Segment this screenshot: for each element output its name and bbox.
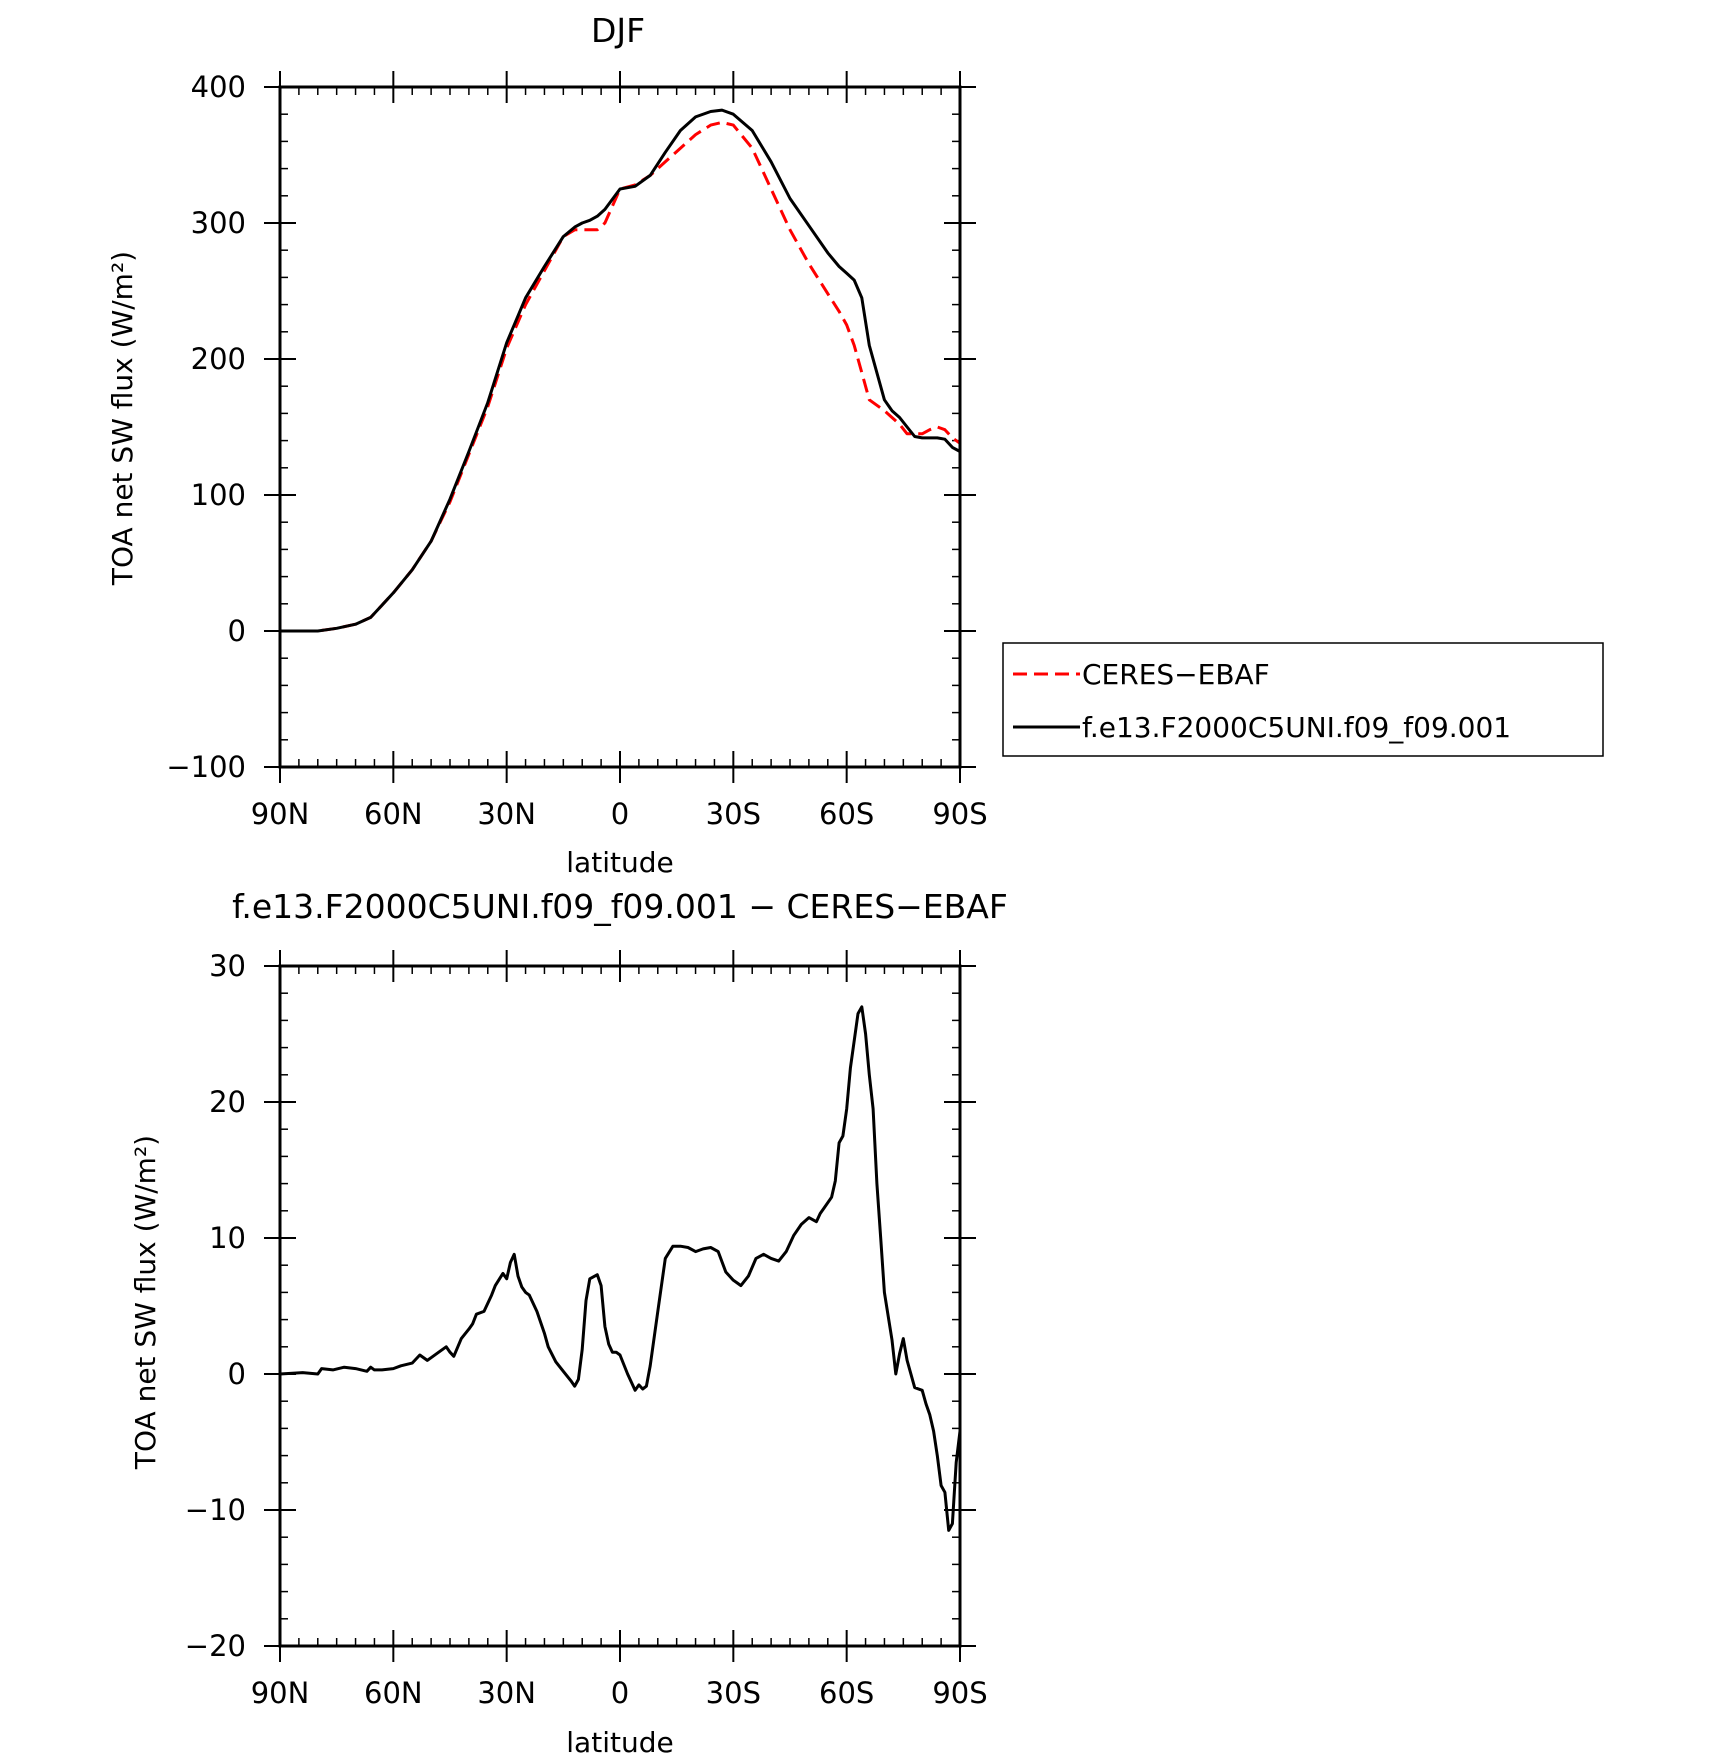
bottom-panel-series xyxy=(279,1005,962,1532)
top-panel-frame xyxy=(278,85,962,769)
top-ytick-label: 300 xyxy=(191,206,246,240)
legend-label-model: f.e13.F2000C5UNI.f09_f09.001 xyxy=(1082,711,1511,744)
top-panel-ticks: 90N 60N 30N 0 30S 60S 90S −100 0 100 200 300 400 xyxy=(166,70,987,831)
bottom-ytick-label: 30 xyxy=(209,949,246,983)
bottom-panel-ylabel: TOA net SW flux (W/m²) xyxy=(129,1135,162,1470)
legend-label-ceres: CERES−EBAF xyxy=(1082,658,1270,691)
bottom-ytick-label: −10 xyxy=(185,1493,246,1527)
top-xtick-label: 90N xyxy=(251,797,310,831)
top-ytick-label: 0 xyxy=(228,614,246,648)
bottom-panel-xlabel: latitude xyxy=(566,1726,673,1759)
bottom-xtick-label: 60N xyxy=(364,1676,423,1710)
bottom-xtick-label: 90S xyxy=(932,1676,987,1710)
top-ytick-label: 100 xyxy=(191,478,246,512)
top-xtick-label: 90S xyxy=(932,797,987,831)
top-xtick-label: 30S xyxy=(706,797,761,831)
bottom-series-line-1 xyxy=(279,1005,962,1532)
top-xtick-label: 30N xyxy=(477,797,536,831)
bottom-panel-ticks: 90N 60N 30N 0 30S 60S 90S −20 −10 0 10 20 30 xyxy=(185,949,988,1710)
top-panel-xlabel: latitude xyxy=(566,846,673,879)
legend: CERES−EBAF f.e13.F2000C5UNI.f09_f09.001 xyxy=(1002,642,1604,757)
bottom-panel-title: f.e13.F2000C5UNI.f09_f09.001 − CERES−EBA… xyxy=(232,887,1008,926)
bottom-xtick-label: 30S xyxy=(706,1676,761,1710)
bottom-ytick-label: 10 xyxy=(209,1221,246,1255)
bottom-ytick-label: 20 xyxy=(209,1085,246,1119)
bottom-xtick-label: 0 xyxy=(611,1676,629,1710)
top-series-line-2 xyxy=(280,108,961,633)
bottom-ytick-label: 0 xyxy=(228,1357,246,1391)
top-xtick-label: 60N xyxy=(364,797,423,831)
bottom-panel-frame xyxy=(278,964,962,1648)
top-ytick-label: −100 xyxy=(166,750,246,784)
top-xtick-label: 0 xyxy=(611,797,629,831)
top-series-line-1 xyxy=(280,120,961,633)
top-panel: DJF TOA net SW flux (W/m²) latitude 90N 6… xyxy=(106,11,1604,879)
bottom-panel: f.e13.F2000C5UNI.f09_f09.001 − CERES−EBA… xyxy=(129,887,1008,1759)
top-panel-ylabel: TOA net SW flux (W/m²) xyxy=(106,251,139,586)
bottom-xtick-label: 30N xyxy=(477,1676,536,1710)
top-ytick-label: 200 xyxy=(191,342,246,376)
legend-box xyxy=(1002,642,1604,757)
bottom-xtick-label: 90N xyxy=(251,1676,310,1710)
bottom-ytick-label: −20 xyxy=(185,1629,246,1663)
top-xtick-label: 60S xyxy=(819,797,874,831)
bottom-xtick-label: 60S xyxy=(819,1676,874,1710)
top-panel-series xyxy=(280,108,961,633)
top-panel-title: DJF xyxy=(591,11,645,50)
top-ytick-label: 400 xyxy=(191,70,246,104)
